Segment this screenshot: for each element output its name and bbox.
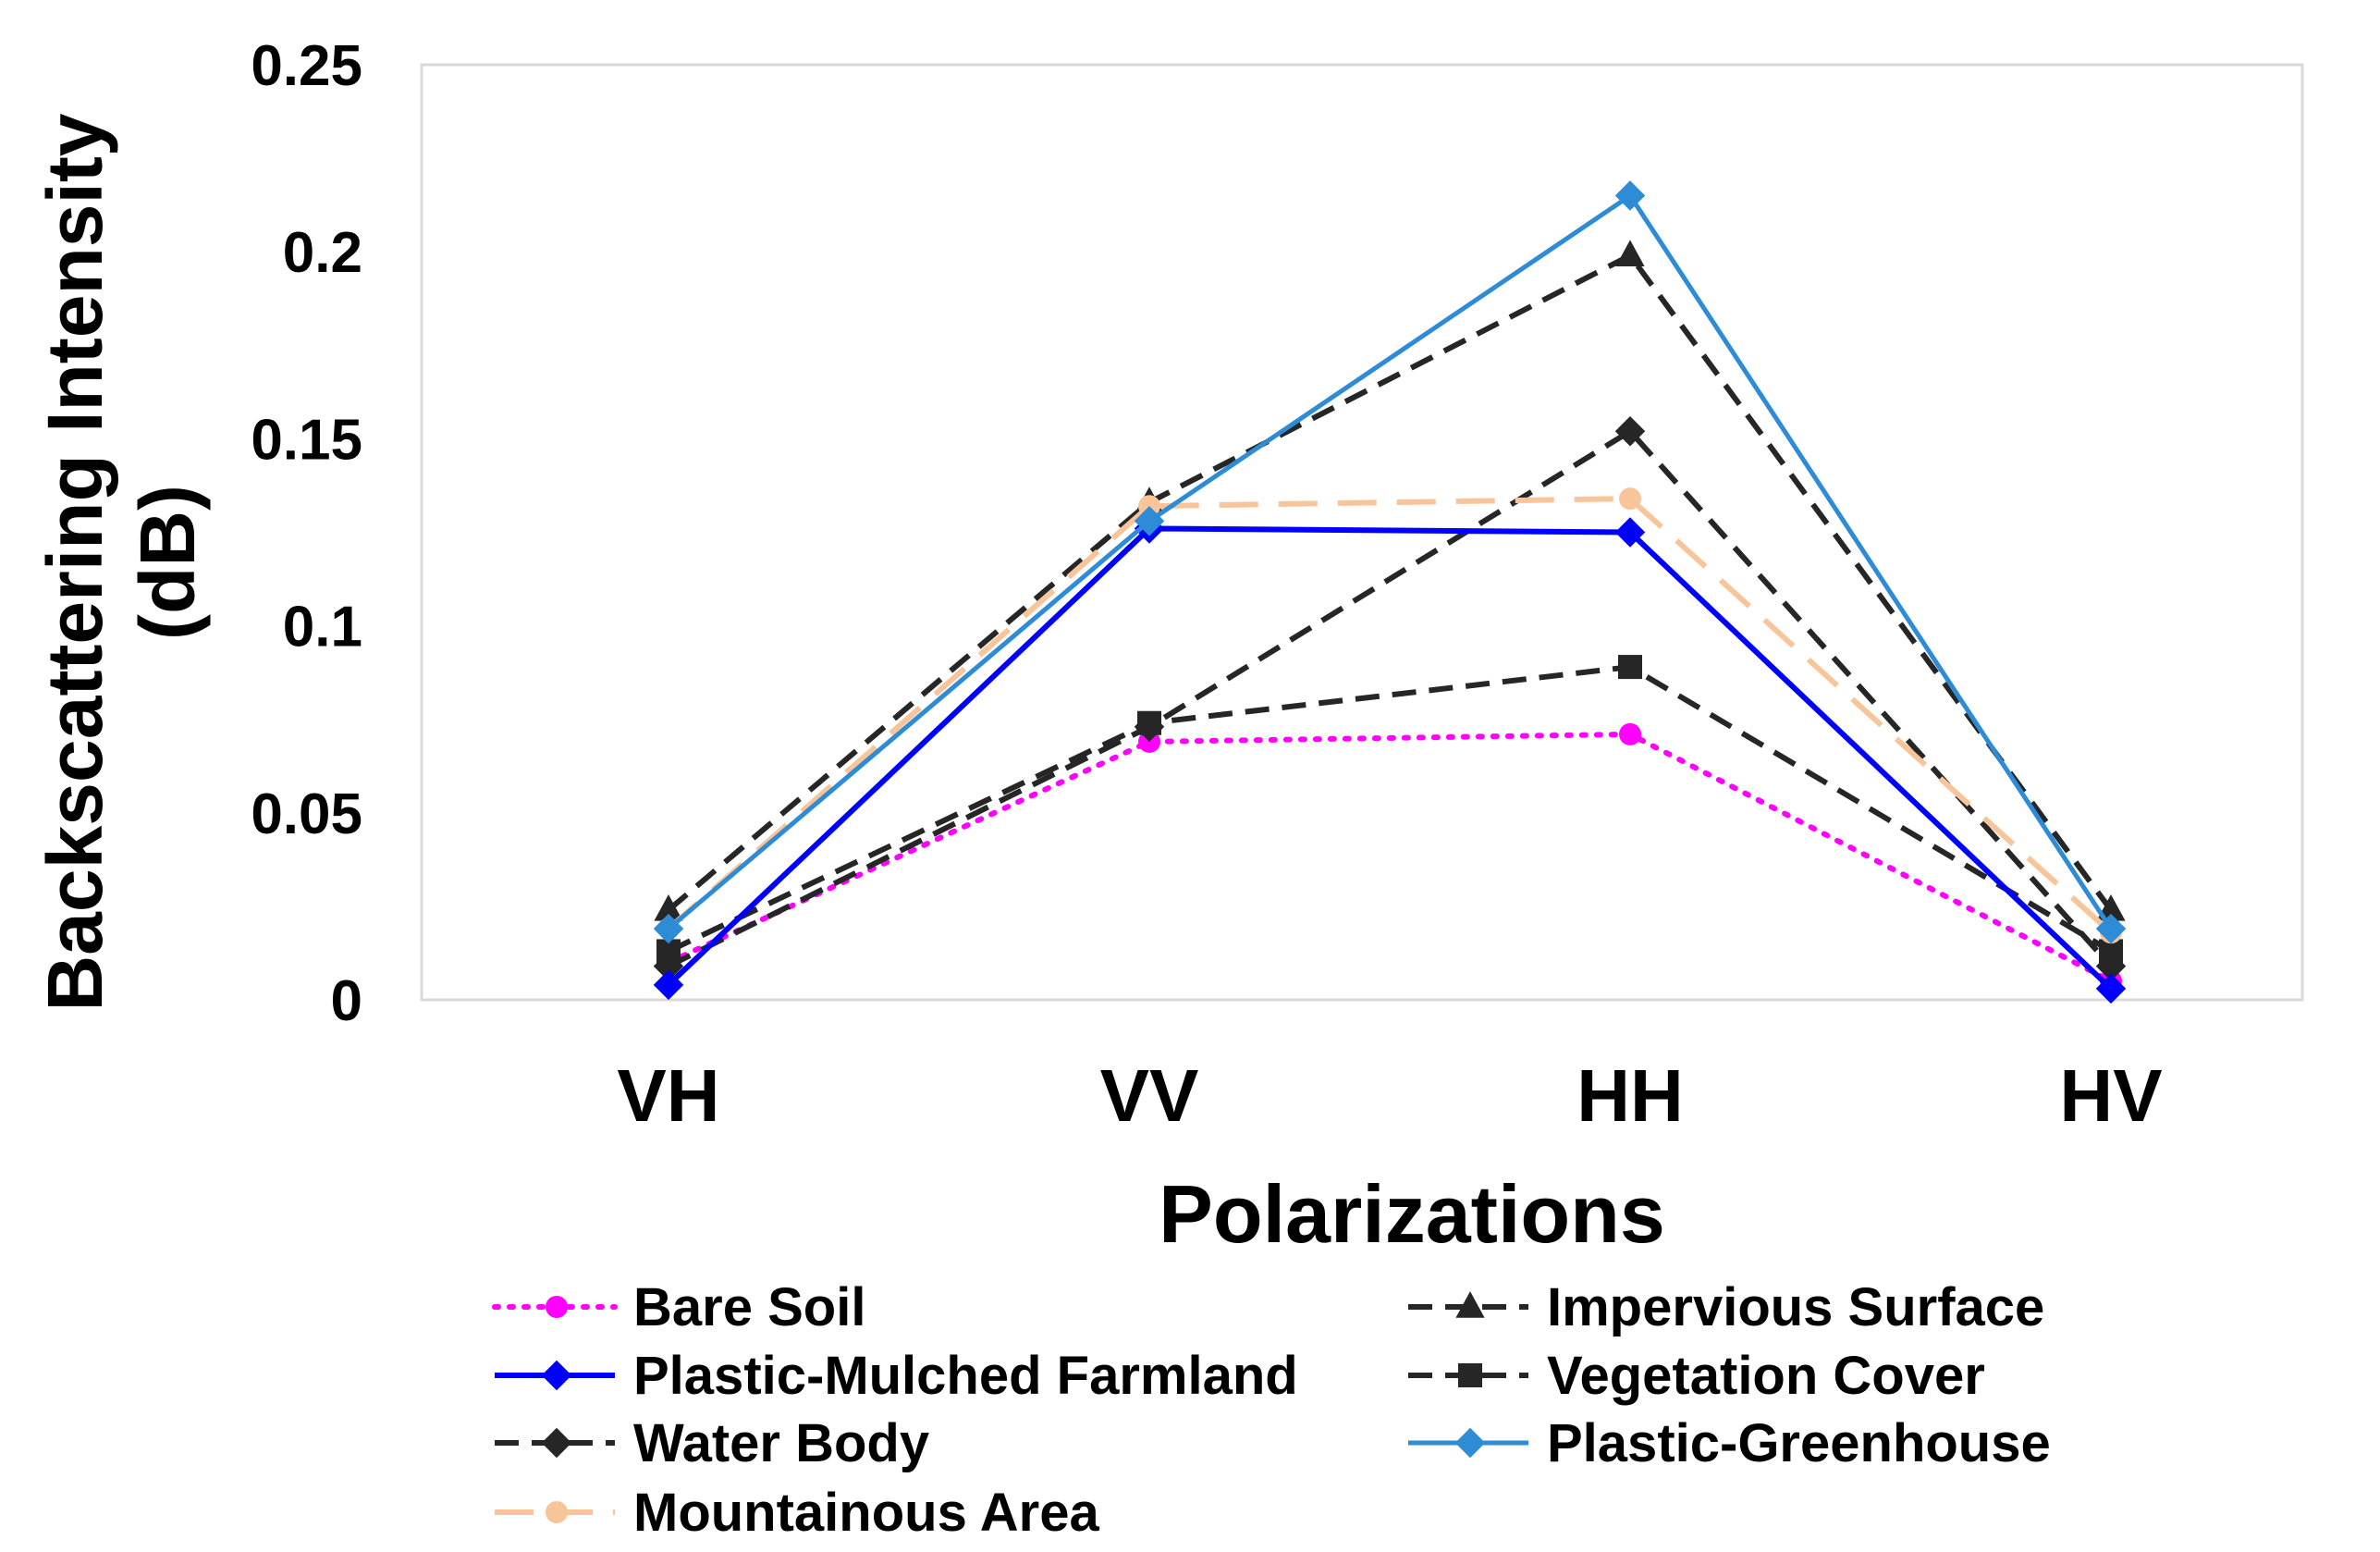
legend-label: Plastic-Mulched Farmland xyxy=(633,1346,1298,1406)
legend-marker xyxy=(1455,1291,1485,1318)
x-tick-label: VH xyxy=(617,1054,719,1137)
y-tick-label: 0 xyxy=(331,969,362,1033)
series-line-vegetation-cover xyxy=(667,664,2113,955)
y-tick-label: 0.25 xyxy=(251,34,362,98)
legend-label: Vegetation Cover xyxy=(1547,1346,1985,1406)
legend-label: Mountainous Area xyxy=(633,1483,1100,1543)
data-point-impervious-surface xyxy=(654,894,683,921)
legend-label: Plastic-Greenhouse xyxy=(1547,1413,2051,1473)
legend-item-plastic-mulched-farmland: Plastic-Mulched Farmland xyxy=(495,1346,1298,1406)
legend-marker xyxy=(1458,1363,1482,1387)
y-axis-title-line2: (dB) xyxy=(124,485,211,640)
legend-label: Bare Soil xyxy=(633,1277,865,1337)
legend-item-bare-soil: Bare Soil xyxy=(492,1277,865,1337)
series-layer xyxy=(653,180,2127,1004)
y-tick-label: 0.2 xyxy=(283,221,362,285)
legend-marker xyxy=(546,1501,568,1523)
x-tick-label: HV xyxy=(2059,1054,2162,1137)
series-line-mountainous-area xyxy=(667,496,2114,935)
y-axis-title: Backscattering Intensity (dB) xyxy=(31,113,211,1011)
data-point-water-body xyxy=(653,951,684,981)
y-tick-label: 0.15 xyxy=(251,408,362,472)
data-point-mountainous-area xyxy=(1619,487,1641,511)
y-axis-title-line1: Backscattering Intensity xyxy=(31,113,118,1011)
legend-item-water-body: Water Body xyxy=(495,1413,929,1473)
y-tick-label: 0.05 xyxy=(251,782,362,846)
data-point-plastic-mulched-farmland xyxy=(2095,973,2127,1004)
data-point-plastic-mulched-farmland xyxy=(653,969,684,1001)
legend: Bare Soil Impervious Surface Plastic-Mulch… xyxy=(492,1277,2051,1543)
legend-marker xyxy=(1454,1427,1486,1459)
legend-label: Water Body xyxy=(633,1413,929,1473)
series-line-plastic-mulched-farmland xyxy=(666,525,2114,992)
legend-item-vegetation-cover: Vegetation Cover xyxy=(1408,1346,1985,1406)
legend-item-plastic-greenhouse: Plastic-Greenhouse xyxy=(1408,1413,2051,1473)
x-axis-ticks: VH VV HH HV xyxy=(617,1054,2162,1137)
data-point-water-body xyxy=(1614,416,1646,447)
data-point-plastic-greenhouse xyxy=(653,913,684,944)
legend-marker xyxy=(546,1296,568,1318)
data-point-impervious-surface xyxy=(1615,240,1645,266)
legend-marker xyxy=(541,1427,572,1459)
x-axis-title: Polarizations xyxy=(1159,1168,1665,1260)
series-line-bare-soil xyxy=(666,731,2114,984)
data-point-plastic-greenhouse xyxy=(1134,506,1165,536)
legend-item-impervious-surface: Impervious Surface xyxy=(1408,1277,2044,1337)
series-plastic-greenhouse xyxy=(653,180,2127,944)
y-axis-ticks: 0 0.05 0.1 0.15 0.2 0.25 xyxy=(251,34,362,1033)
y-tick-label: 0.1 xyxy=(283,596,362,659)
legend-label: Impervious Surface xyxy=(1547,1277,2044,1337)
data-point-plastic-greenhouse xyxy=(1614,180,1646,211)
x-tick-label: HH xyxy=(1576,1054,1684,1137)
series-line-impervious-surface xyxy=(667,253,2114,913)
series-line-plastic-greenhouse xyxy=(667,193,2114,931)
data-point-plastic-mulched-farmland xyxy=(1614,517,1646,548)
data-point-vegetation-cover xyxy=(1618,655,1642,680)
data-point-water-body xyxy=(2095,951,2127,981)
x-tick-label: VV xyxy=(1100,1054,1199,1137)
series-water-body xyxy=(653,416,2127,981)
legend-marker xyxy=(541,1360,572,1391)
series-line-water-body xyxy=(667,428,2114,969)
data-point-plastic-greenhouse xyxy=(2095,913,2127,944)
data-point-bare-soil xyxy=(1619,722,1641,745)
data-point-water-body xyxy=(1134,711,1165,743)
legend-item-mountainous-area: Mountainous Area xyxy=(495,1483,1100,1543)
